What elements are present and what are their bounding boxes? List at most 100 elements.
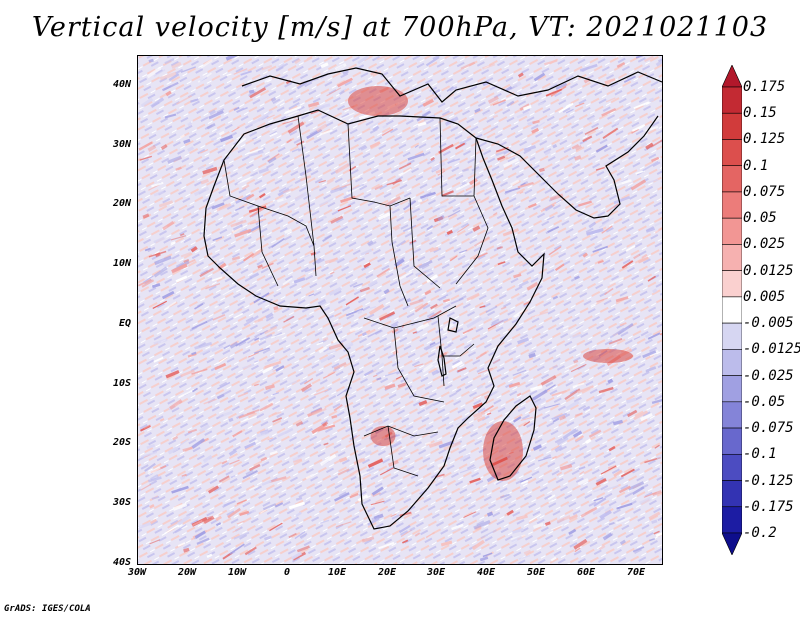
field-streak bbox=[613, 195, 631, 205]
field-streak bbox=[172, 502, 188, 511]
field-streak bbox=[459, 249, 468, 254]
field-streak bbox=[502, 228, 519, 237]
field-streak bbox=[414, 302, 429, 313]
field-streak bbox=[322, 421, 329, 427]
field-streak bbox=[603, 160, 613, 166]
field-streak bbox=[651, 397, 662, 405]
field-streak bbox=[282, 118, 299, 125]
field-streak bbox=[264, 360, 282, 369]
field-streak bbox=[333, 322, 342, 327]
field-streak bbox=[248, 89, 255, 94]
field-streak bbox=[494, 413, 510, 425]
field-streak bbox=[394, 407, 401, 412]
field-streak bbox=[615, 516, 631, 525]
field-streak bbox=[520, 416, 534, 421]
field-streak bbox=[593, 497, 607, 507]
field-streak bbox=[285, 110, 300, 118]
field-streak bbox=[595, 166, 605, 171]
field-streak bbox=[523, 145, 537, 152]
field-streak bbox=[316, 341, 324, 346]
field-streak bbox=[431, 369, 439, 376]
field-streak bbox=[164, 523, 180, 535]
field-streak bbox=[382, 123, 388, 129]
field-streak bbox=[372, 420, 385, 428]
field-streak bbox=[562, 428, 578, 440]
field-streak bbox=[335, 257, 344, 262]
field-streak bbox=[564, 363, 576, 369]
field-streak bbox=[316, 123, 328, 133]
field-streak bbox=[353, 457, 366, 466]
field-streak bbox=[214, 362, 227, 371]
field-streak bbox=[254, 318, 264, 324]
field-streak bbox=[530, 385, 543, 392]
field-streak bbox=[303, 378, 314, 385]
colorbar-label: 0.15 bbox=[743, 105, 777, 121]
field-streak bbox=[287, 121, 305, 134]
lat-tick-label: 40S bbox=[112, 557, 131, 568]
field-streak bbox=[446, 86, 454, 92]
field-streak bbox=[294, 191, 308, 202]
field-streak bbox=[564, 388, 581, 401]
field-streak bbox=[267, 437, 273, 441]
field-streak bbox=[191, 368, 208, 375]
field-streak bbox=[544, 204, 554, 212]
field-streak bbox=[191, 351, 197, 356]
field-streak bbox=[364, 450, 372, 456]
field-streak bbox=[495, 148, 512, 157]
field-streak bbox=[626, 409, 638, 418]
field-streak bbox=[159, 418, 165, 422]
field-streak bbox=[482, 111, 491, 117]
field-streak bbox=[487, 95, 499, 104]
field-streak bbox=[493, 211, 498, 216]
field-streak bbox=[523, 104, 532, 111]
field-streak bbox=[562, 325, 569, 329]
field-streak bbox=[473, 410, 486, 418]
field-streak bbox=[651, 519, 658, 524]
field-streak bbox=[207, 515, 214, 520]
field-streak bbox=[631, 124, 646, 132]
field-streak bbox=[164, 301, 177, 310]
field-streak bbox=[367, 240, 374, 246]
field-streak bbox=[574, 435, 584, 442]
field-streak bbox=[333, 492, 350, 502]
field-streak bbox=[322, 371, 335, 379]
field-streak bbox=[244, 441, 256, 450]
field-streak bbox=[148, 184, 160, 191]
field-streak bbox=[457, 367, 467, 373]
field-streak bbox=[424, 237, 430, 242]
field-streak bbox=[434, 473, 445, 478]
field-streak bbox=[264, 78, 271, 83]
field-streak bbox=[588, 221, 597, 229]
field-streak bbox=[568, 528, 577, 536]
grads-credit: GrADS: IGES/COLA bbox=[4, 604, 91, 614]
field-streak bbox=[596, 297, 609, 303]
field-streak bbox=[570, 363, 587, 373]
field-streak bbox=[233, 106, 240, 111]
field-streak bbox=[330, 215, 344, 224]
field-streak bbox=[462, 328, 474, 335]
field-streak bbox=[360, 248, 373, 256]
field-streak bbox=[264, 359, 279, 365]
field-streak bbox=[503, 157, 519, 168]
field-streak bbox=[242, 252, 255, 262]
field-streak bbox=[239, 510, 250, 516]
field-streak bbox=[415, 268, 433, 277]
field-streak bbox=[258, 200, 274, 208]
field-streak bbox=[478, 195, 490, 205]
field-streak bbox=[192, 387, 198, 393]
field-streak bbox=[602, 532, 613, 541]
field-streak bbox=[492, 99, 507, 106]
field-streak bbox=[469, 477, 481, 484]
lat-tick-label: 20N bbox=[112, 198, 131, 209]
field-streak bbox=[194, 341, 213, 350]
field-streak bbox=[455, 388, 462, 393]
field-streak bbox=[232, 224, 243, 231]
field-streak bbox=[651, 156, 660, 163]
field-streak bbox=[264, 535, 272, 541]
field-streak bbox=[459, 453, 471, 461]
colorbar-label: 0.075 bbox=[743, 184, 786, 200]
field-streak bbox=[392, 349, 399, 356]
field-streak bbox=[199, 267, 214, 278]
field-streak bbox=[288, 532, 297, 539]
field-streak bbox=[551, 412, 568, 421]
